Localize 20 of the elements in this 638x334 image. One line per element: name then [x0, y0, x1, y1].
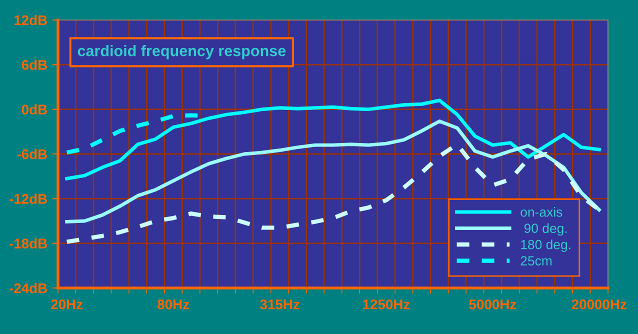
- legend-label: 180 deg.: [521, 240, 570, 252]
- x-tick-label: 5000Hz: [469, 299, 516, 310]
- x-tick-label: 315Hz: [260, 299, 300, 310]
- legend-label: 90 deg.: [524, 223, 567, 236]
- legend-label: on-axis: [520, 207, 562, 217]
- x-tick-label: 20000Hz: [572, 299, 626, 310]
- y-tick-label: -18dB: [10, 238, 47, 249]
- y-tick-label: -12dB: [10, 194, 47, 204]
- line-series: [65, 98, 601, 180]
- y-tick-label: 6dB: [22, 60, 47, 70]
- y-tick-label: -6dB: [17, 148, 47, 160]
- x-tick-label: 1250Hz: [363, 299, 410, 310]
- y-tick-label: 12dB: [14, 14, 47, 26]
- x-tick-label: 20Hz: [51, 299, 83, 310]
- legend-label: 25cm: [520, 256, 552, 266]
- y-tick-label: -24dB: [10, 282, 47, 294]
- line-series: [65, 120, 601, 224]
- y-tick-label: 0dB: [22, 104, 47, 115]
- x-tick-label: 80Hz: [158, 299, 190, 310]
- text: cardioid frequency response: [78, 45, 286, 60]
